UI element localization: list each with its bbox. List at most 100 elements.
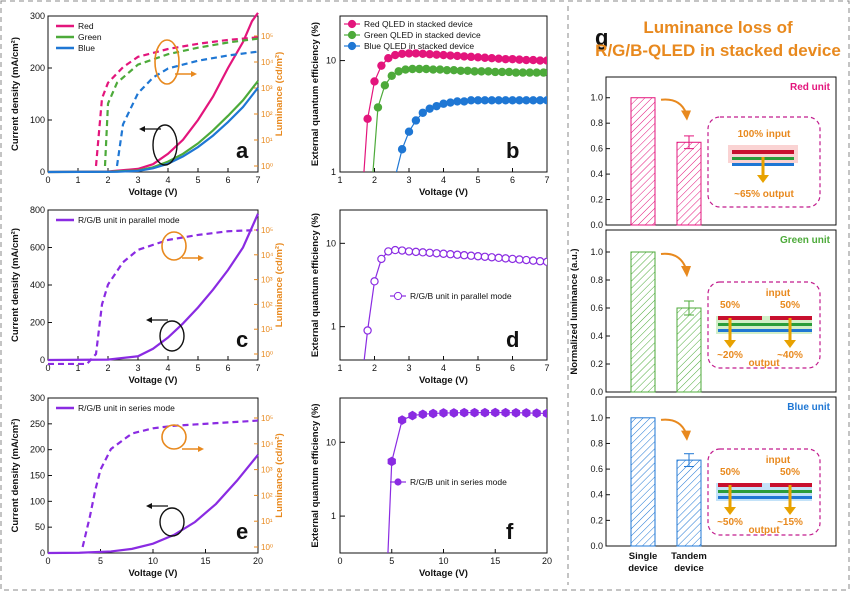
y-tick-label: 100	[30, 496, 45, 506]
luminance-curve-1	[103, 37, 259, 167]
bar-tandem	[676, 459, 702, 547]
x-tick-label: 3	[406, 363, 411, 373]
data-point	[425, 248, 434, 257]
y-tick-label: 0.8	[590, 275, 603, 285]
left-output-pct: ~50%	[717, 517, 743, 528]
legend-marker	[347, 41, 357, 51]
data-point	[377, 61, 386, 70]
x-tick-label: 4	[441, 175, 446, 185]
data-point	[370, 277, 379, 286]
data-point	[408, 64, 417, 74]
legend: R/G/B unit in series mode	[390, 477, 507, 487]
y2-tick-label: 10⁵	[261, 414, 273, 423]
luminance-curve-highlight	[161, 231, 187, 261]
g-title-line1: Luminance loss of	[643, 18, 793, 37]
x-tick-label: 5	[195, 175, 200, 185]
input-label: 100% input	[738, 129, 791, 140]
data-point	[504, 67, 514, 77]
y-tick-label: 0.6	[590, 144, 603, 154]
arrowhead-icon	[681, 266, 691, 278]
data-point	[491, 67, 500, 77]
plot-area	[363, 245, 547, 360]
x-tick-label: 6	[225, 175, 230, 185]
x-tick-label: 3	[406, 175, 411, 185]
panel-f: 0 5 10 15 20 1 10 Voltage (V) External quantum e…	[310, 397, 552, 579]
y2-tick-label: 10¹	[261, 136, 273, 145]
y-tick-label: 0.2	[590, 195, 603, 205]
x-tick-label: 2	[372, 363, 377, 373]
data-point	[535, 96, 545, 105]
y2-tick-label: 10¹	[261, 325, 273, 334]
device-inset	[707, 281, 821, 369]
y2-tick-label: 10⁴	[261, 58, 274, 67]
y-axis-label: External quantum efficiency (%)	[310, 213, 321, 357]
data-point	[463, 66, 472, 75]
arrowhead-icon	[757, 175, 769, 183]
luminance-curve-highlight	[154, 39, 180, 85]
data-point	[363, 114, 372, 124]
data-point	[367, 193, 374, 200]
data-point	[535, 56, 545, 65]
x-tick-label: 1	[75, 363, 80, 373]
legend-label: R/G/B unit in parallel mode	[410, 291, 512, 301]
data-point	[394, 67, 403, 76]
x-tick-label: 3	[135, 363, 140, 373]
data-point	[473, 252, 483, 261]
data-point	[446, 51, 455, 60]
legend-marker	[394, 478, 402, 486]
data-point	[460, 407, 469, 418]
y-tick-label: 0.4	[590, 169, 603, 179]
data-point	[385, 235, 392, 242]
unit-frame	[605, 396, 837, 547]
data-point	[466, 251, 476, 260]
data-point	[391, 50, 400, 60]
unit-title: Red unit	[790, 82, 831, 93]
data-point	[525, 68, 534, 77]
data-point	[392, 173, 399, 180]
y-tick-label: 10	[326, 238, 336, 248]
data-point	[418, 248, 427, 257]
data-point	[425, 104, 434, 113]
panel-b: 1 2 3 4 5 6 7 1 10 Voltage (V) External quantum ef…	[310, 15, 550, 242]
data-point	[542, 257, 547, 267]
x-tick-label: 3	[135, 175, 140, 185]
arrowhead-icon	[724, 507, 736, 515]
data-point	[529, 96, 538, 105]
y2-tick-label: 10⁴	[261, 440, 274, 449]
x-tick-label: 4	[441, 363, 446, 373]
panel-a: 0 1 2 3 4 5 6 7 0 100 200 300 10⁰ 10¹ 10² 10³ 10⁴ 10⁵ Volt…	[10, 11, 285, 198]
x-tick-label: 20	[542, 556, 552, 566]
data-point	[411, 247, 421, 257]
y-axis-label: External quantum efficiency (%)	[310, 403, 321, 547]
y-tick-label: 50	[35, 522, 45, 532]
y-tick-label: 0.0	[590, 220, 603, 230]
x-tick-label: 20	[253, 556, 263, 566]
luminance-curve-0	[94, 36, 259, 167]
data-point	[397, 415, 407, 425]
y-tick-label: 0.0	[590, 387, 603, 397]
arrowhead-icon	[191, 71, 197, 77]
y-axis-label: Current density (mA/cm²)	[10, 37, 21, 151]
x-tick-label: 4	[165, 363, 170, 373]
legend-label: Red QLED in stacked device	[364, 19, 473, 29]
left-output-pct: ~20%	[717, 350, 743, 361]
y-tick-label: 200	[30, 445, 45, 455]
data-point	[522, 96, 531, 105]
data-point	[439, 408, 448, 418]
current-curve-highlight	[159, 507, 185, 537]
eqe-line-0	[363, 249, 547, 360]
data-point	[466, 96, 476, 105]
data-point	[411, 116, 421, 125]
data-point	[522, 255, 531, 265]
data-point	[446, 98, 455, 107]
data-point	[497, 67, 507, 77]
right-input-pct: 50%	[780, 300, 800, 311]
current-curve-highlight	[159, 320, 185, 352]
data-point	[542, 56, 547, 65]
data-point	[373, 103, 383, 112]
data-point	[501, 407, 510, 418]
data-point	[529, 55, 538, 65]
y-tick-label: 200	[30, 63, 45, 73]
data-point	[477, 67, 486, 76]
